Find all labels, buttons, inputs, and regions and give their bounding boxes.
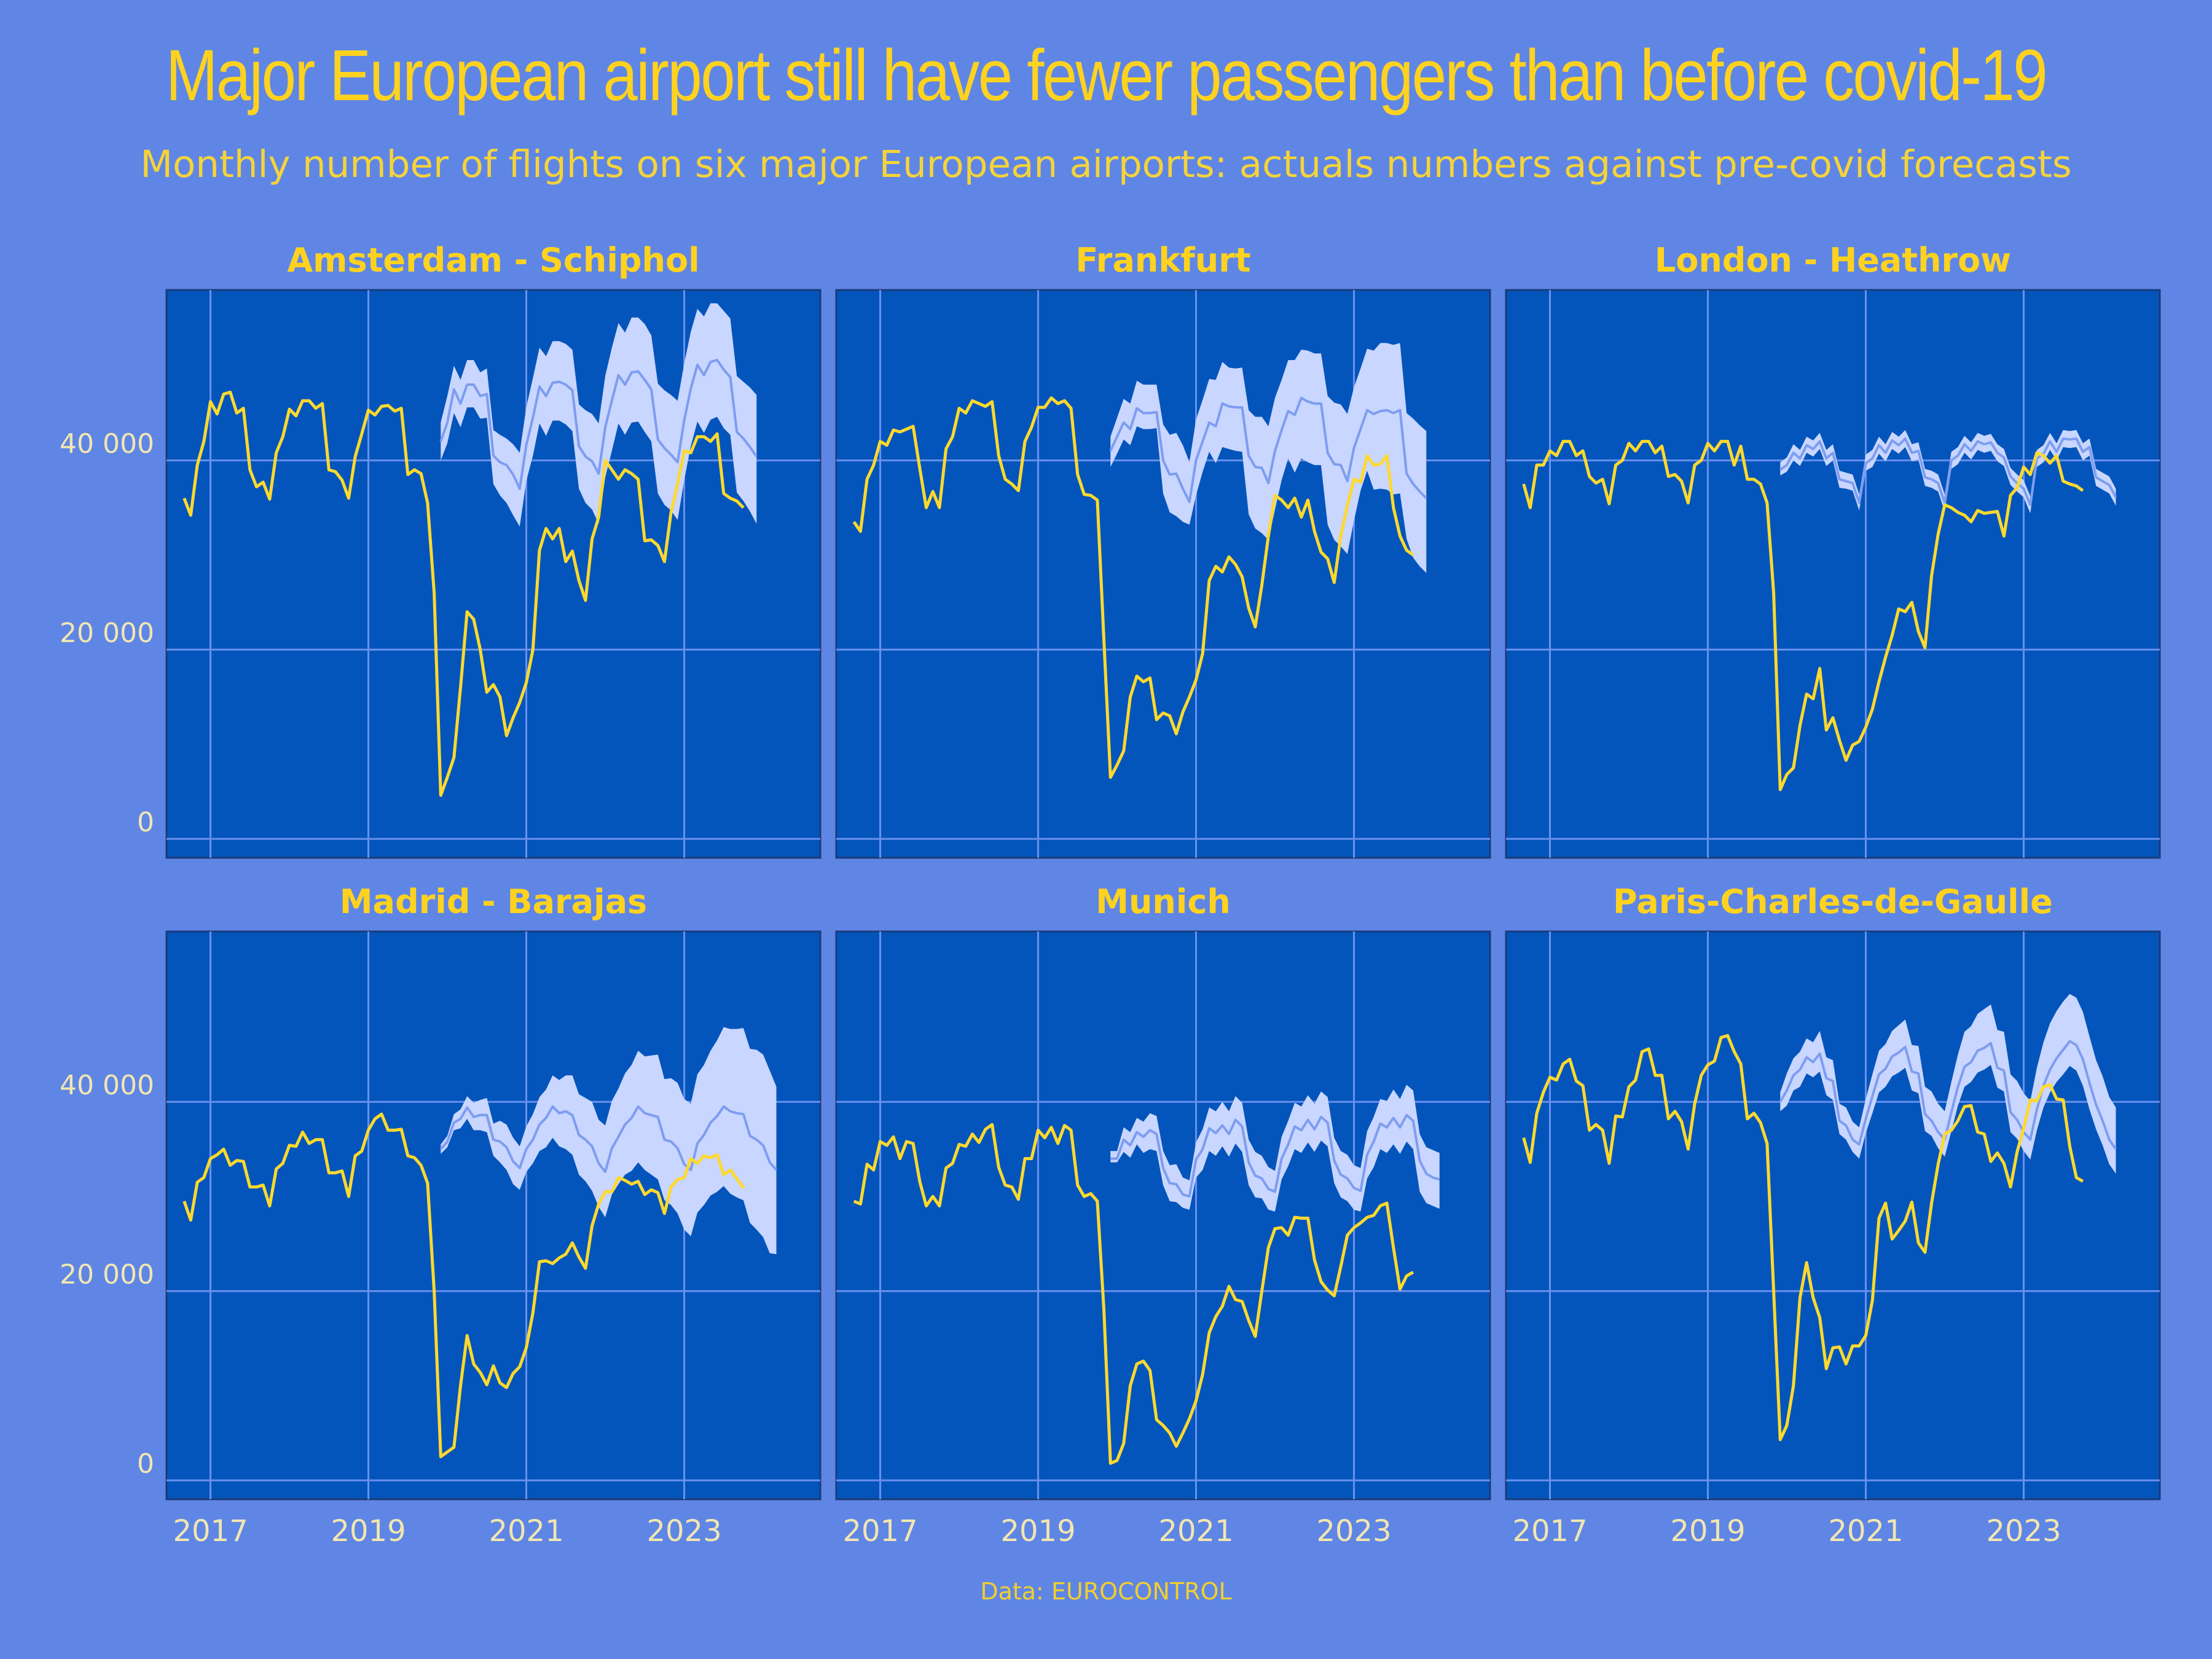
panel-title: London - Heathrow [1655, 241, 2011, 280]
y-tick-label: 20 000 [60, 1259, 154, 1290]
panel-background [165, 930, 822, 1500]
x-tick-label: 2023 [1316, 1514, 1391, 1548]
x-tick-label: 2023 [1986, 1514, 2061, 1548]
x-tick-label: 2019 [1670, 1514, 1745, 1548]
actual-flights-line [853, 1123, 1414, 1465]
forecast-band [441, 1027, 777, 1255]
forecast-median-line [1110, 1113, 1440, 1198]
y-tick-label: 40 000 [60, 428, 154, 460]
panel-1: Amsterdam - Schiphol 0 20 000 40 000 [60, 241, 822, 859]
x-tick-label: 2017 [173, 1514, 248, 1548]
panel-background [1505, 289, 2161, 859]
x-tick-label: 2023 [646, 1514, 721, 1548]
panel-title: Amsterdam - Schiphol [287, 241, 699, 280]
chart-title: Major European airport still have fewer … [165, 35, 2048, 116]
actual-flights-line [182, 1112, 745, 1459]
x-tick-label: 2017 [842, 1514, 917, 1548]
panel-title: Frankfurt [1075, 241, 1250, 280]
forecast-median-line [1779, 1040, 2117, 1150]
x-tick-label: 2021 [1828, 1514, 1903, 1548]
panel-6: Paris-Charles-de-Gaulle 2017 2019 2021 2023 [1505, 882, 2161, 1548]
panel-title: Madrid - Barajas [340, 882, 647, 921]
forecast-median-line [439, 1105, 778, 1174]
chart-subtitle: Monthly number of flights on six major E… [140, 143, 2072, 186]
y-tick-label: 20 000 [60, 618, 154, 649]
y-tick-label: 0 [137, 1448, 154, 1480]
actual-flights-line [1522, 1033, 2084, 1441]
panel-2: Frankfurt [835, 241, 1491, 859]
y-tick-label: 40 000 [60, 1070, 154, 1101]
x-tick-label: 2017 [1512, 1514, 1587, 1548]
x-tick-label: 2019 [1000, 1514, 1075, 1548]
panel-5: Munich 2017 2019 2021 2023 [835, 882, 1491, 1548]
x-tick-label: 2021 [1158, 1514, 1233, 1548]
panel-background [835, 930, 1491, 1500]
y-tick-label: 0 [137, 807, 154, 838]
panel-title: Paris-Charles-de-Gaulle [1613, 882, 2053, 921]
x-tick-label: 2021 [488, 1514, 563, 1548]
data-source: Data: EUROCONTROL [980, 1578, 1232, 1605]
forecast-median-line [1779, 437, 2117, 506]
actual-flights-line [852, 396, 1414, 779]
actual-flights-line [182, 390, 745, 797]
panel-4: Madrid - Barajas 0 20 000 40 000 2017 2019 202… [60, 882, 822, 1548]
x-tick-label: 2019 [331, 1514, 406, 1548]
forecast-median-line [439, 359, 758, 490]
forecast-band [1110, 343, 1427, 573]
panel-3: London - Heathrow [1505, 241, 2161, 859]
forecast-median-line [1109, 396, 1427, 503]
actual-flights-line [1522, 439, 2084, 791]
panel-title: Munich [1096, 882, 1231, 921]
forecast-band [441, 303, 757, 527]
